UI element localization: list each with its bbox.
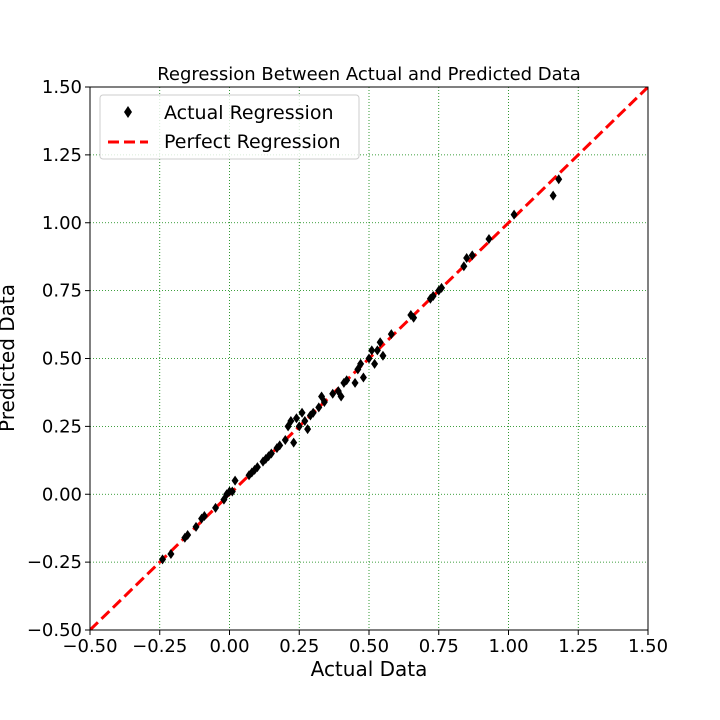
scatter-point xyxy=(304,424,312,435)
scatter-point xyxy=(329,388,337,399)
x-tick-label: 0.00 xyxy=(209,636,249,657)
scatter-point xyxy=(295,421,303,432)
scatter-point xyxy=(468,250,476,261)
y-axis-ticks: −0.50 −0.25 0.00 0.25 0.50 0.75 1.00 1.25 1.50 xyxy=(27,77,90,641)
scatter-point xyxy=(410,312,418,323)
plot-frame xyxy=(89,86,649,631)
scatter-point xyxy=(510,209,518,220)
scatter-point xyxy=(460,261,468,272)
scatter-point xyxy=(351,377,359,388)
scatter-point xyxy=(368,345,376,356)
scatter-point xyxy=(159,554,167,565)
scatter-point xyxy=(212,502,220,513)
scatter-point xyxy=(267,448,275,459)
scatter-point xyxy=(281,434,289,445)
y-tick-label: 0.75 xyxy=(42,281,82,302)
legend-label-perfect: Perfect Regression xyxy=(164,131,341,153)
y-tick-label: 1.00 xyxy=(42,213,82,234)
scatter-point xyxy=(167,548,175,559)
y-tick-label: 0.25 xyxy=(42,416,82,437)
legend: Actual Regression Perfect Regression xyxy=(99,94,360,160)
x-tick-label: 0.75 xyxy=(419,636,459,657)
y-tick-label: −0.25 xyxy=(27,552,82,573)
scatter-point xyxy=(438,282,446,293)
scatter-point xyxy=(200,510,208,521)
scatter-point xyxy=(231,475,239,486)
x-axis-ticks: −0.50 −0.25 0.00 0.25 0.50 0.75 1.00 1.25 1.50 xyxy=(62,630,668,657)
y-tick-label: 0.50 xyxy=(42,349,82,370)
x-tick-label: 1.25 xyxy=(558,636,598,657)
legend-box xyxy=(99,94,360,160)
scatter-point xyxy=(228,486,236,497)
x-tick-label: 1.50 xyxy=(628,636,668,657)
x-axis-label: Actual Data xyxy=(311,657,428,681)
scatter-point xyxy=(463,253,471,264)
chart-title: Regression Between Actual and Predicted … xyxy=(157,64,581,85)
scatter-point xyxy=(371,358,379,369)
scatter-point xyxy=(379,350,387,361)
scatter-point xyxy=(253,462,261,473)
scatter-point xyxy=(337,391,345,402)
x-tick-label: −0.25 xyxy=(132,636,187,657)
scatter-point xyxy=(376,337,384,348)
scatter-point xyxy=(298,407,306,418)
scatter-point xyxy=(320,396,328,407)
legend-label-actual: Actual Regression xyxy=(164,102,334,124)
scatter-point xyxy=(359,372,367,383)
scatter-point xyxy=(181,532,189,543)
legend-marker-actual xyxy=(124,106,132,118)
y-tick-label: 0.00 xyxy=(42,484,82,505)
y-axis-label: Predicted Data xyxy=(0,284,19,432)
scatter-point xyxy=(292,413,300,424)
x-tick-label: 0.25 xyxy=(279,636,319,657)
scatter-point xyxy=(301,415,309,426)
scatter-point xyxy=(365,353,373,364)
y-tick-label: −0.50 xyxy=(27,620,82,641)
scatter-point xyxy=(287,415,295,426)
scatter-point xyxy=(429,291,437,302)
scatter-point xyxy=(485,234,493,245)
x-tick-label: 1.00 xyxy=(488,636,528,657)
scatter-point xyxy=(309,407,317,418)
y-tick-label: 1.25 xyxy=(42,145,82,166)
scatter-point xyxy=(555,174,563,185)
scatter-point xyxy=(357,358,365,369)
scatter-point xyxy=(549,190,557,201)
scatter-point xyxy=(373,345,381,356)
series-layer xyxy=(90,87,648,630)
scatter-point xyxy=(343,375,351,386)
x-tick-label: 0.50 xyxy=(349,636,389,657)
scatter-point xyxy=(192,521,200,532)
y-tick-label: 1.50 xyxy=(42,77,82,98)
scatter-point xyxy=(276,440,284,451)
scatter-point xyxy=(315,402,323,413)
scatter-point xyxy=(387,329,395,340)
x-tick-label: −0.50 xyxy=(62,636,117,657)
scatter-point xyxy=(290,437,298,448)
